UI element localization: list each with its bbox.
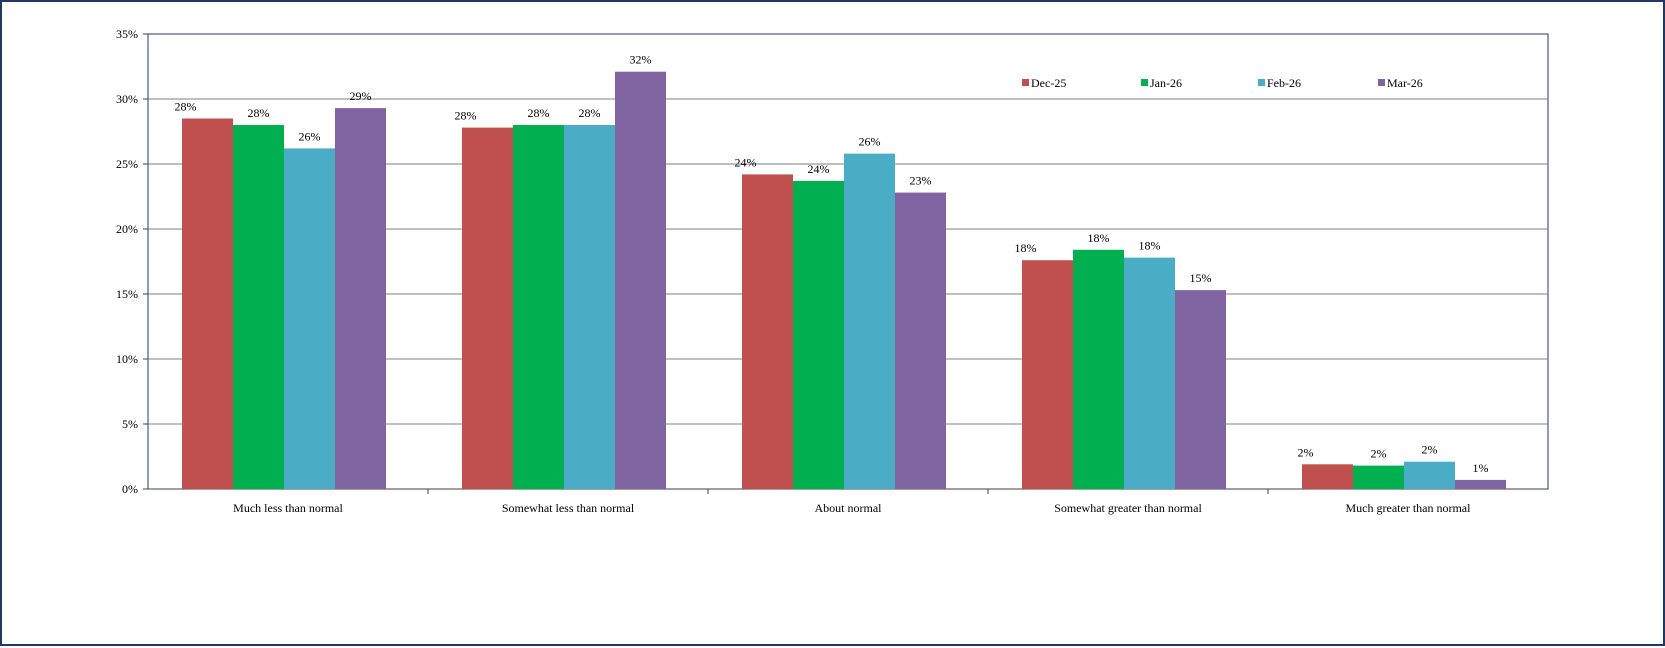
bar [284, 148, 335, 489]
bar [1353, 465, 1404, 489]
legend-swatch [1022, 79, 1029, 86]
data-label: 28% [175, 100, 197, 114]
y-tick-label: 30% [116, 92, 138, 106]
data-label: 24% [808, 162, 830, 176]
y-tick-label: 15% [116, 287, 138, 301]
bar [1302, 464, 1353, 489]
bar [462, 127, 513, 489]
y-tick-label: 35% [116, 27, 138, 41]
legend-swatch [1141, 79, 1148, 86]
x-tick-label: About normal [815, 501, 883, 515]
x-tick-label: Much greater than normal [1346, 501, 1472, 515]
data-label: 2% [1298, 445, 1314, 459]
data-label: 18% [1139, 239, 1161, 253]
bar [513, 125, 564, 489]
x-tick-label: Somewhat greater than normal [1054, 501, 1202, 515]
data-label: 2% [1371, 447, 1387, 461]
legend-label: Dec-25 [1031, 76, 1066, 90]
bar [1175, 290, 1226, 489]
y-tick-label: 0% [122, 482, 138, 496]
data-label: 1% [1473, 461, 1489, 475]
data-label: 29% [350, 89, 372, 103]
data-label: 24% [735, 155, 757, 169]
data-label: 32% [630, 53, 652, 67]
data-label: 2% [1422, 443, 1438, 457]
bar [742, 174, 793, 489]
data-label: 26% [859, 135, 881, 149]
bar [1073, 249, 1124, 489]
bar [895, 192, 946, 489]
y-tick-label: 5% [122, 417, 138, 431]
y-tick-label: 20% [116, 222, 138, 236]
bar [1022, 260, 1073, 489]
legend-label: Feb-26 [1267, 76, 1301, 90]
bar [793, 180, 844, 489]
data-label: 26% [299, 129, 321, 143]
data-label: 28% [248, 106, 270, 120]
x-tick-label: Somewhat less than normal [502, 501, 635, 515]
bar [233, 125, 284, 489]
bar [615, 71, 666, 489]
bar [182, 118, 233, 489]
legend-label: Jan-26 [1150, 76, 1182, 90]
bar [844, 153, 895, 489]
legend-swatch [1258, 79, 1265, 86]
data-label: 18% [1088, 231, 1110, 245]
data-label: 28% [579, 106, 601, 120]
y-tick-label: 10% [116, 352, 138, 366]
data-label: 28% [528, 106, 550, 120]
bar [335, 108, 386, 489]
bar [1455, 479, 1506, 489]
legend-swatch [1378, 79, 1385, 86]
bar [564, 125, 615, 489]
bar [1404, 461, 1455, 489]
data-label: 18% [1015, 241, 1037, 255]
data-label: 23% [910, 174, 932, 188]
x-tick-label: Much less than normal [233, 501, 343, 515]
y-tick-label: 25% [116, 157, 138, 171]
bar [1124, 257, 1175, 489]
legend-label: Mar-26 [1387, 76, 1423, 90]
data-label: 28% [455, 109, 477, 123]
data-label: 15% [1190, 271, 1212, 285]
